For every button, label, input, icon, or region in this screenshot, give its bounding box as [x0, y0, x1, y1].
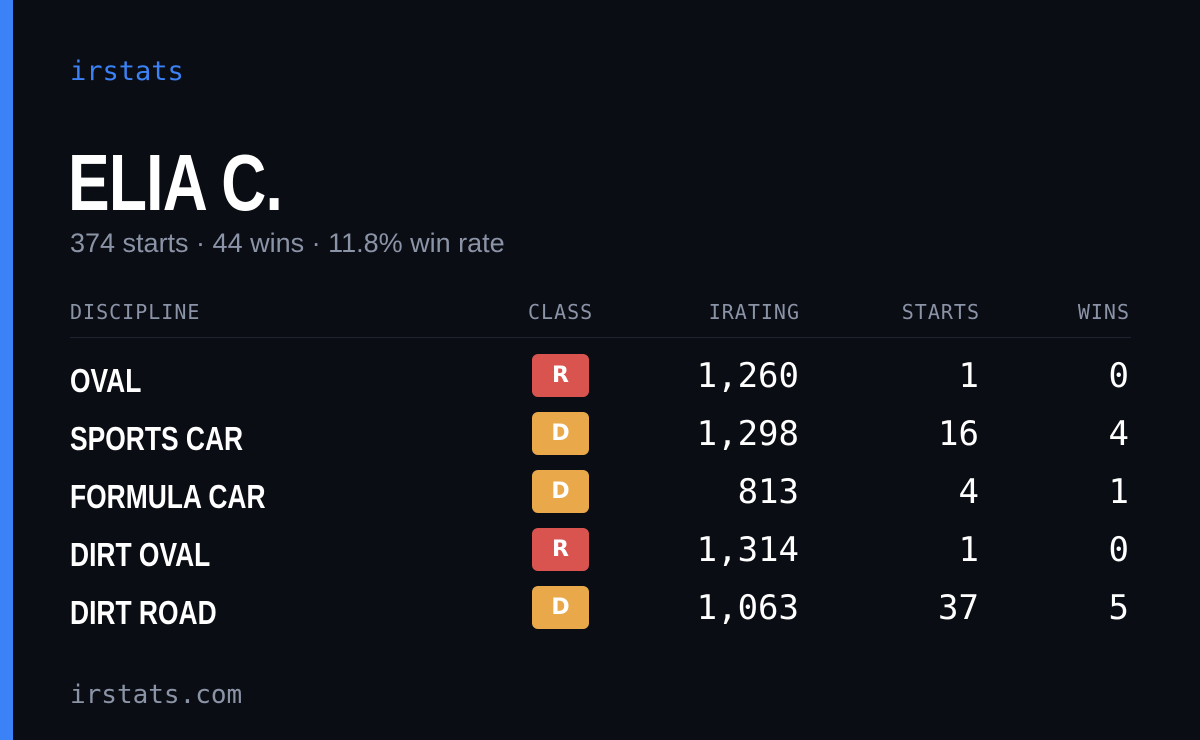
- table-row: OVAL R 1,260 1 0: [70, 354, 1131, 412]
- class-badge: R: [532, 354, 589, 397]
- starts-value: 1: [958, 530, 979, 570]
- class-badge: R: [532, 528, 589, 571]
- wins-value: 0: [1108, 356, 1129, 396]
- table-row: SPORTS CAR D 1,298 16 4: [70, 412, 1131, 470]
- irating-value: 1,063: [696, 588, 799, 628]
- discipline-name: OVAL: [70, 362, 142, 399]
- wins-value: 0: [1108, 530, 1129, 570]
- header-wins: WINS: [1077, 300, 1130, 324]
- discipline-name: DIRT ROAD: [70, 594, 217, 631]
- header-starts: STARTS: [901, 300, 980, 324]
- starts-value: 16: [938, 414, 979, 454]
- table-row: FORMULA CAR D 813 4 1: [70, 470, 1131, 528]
- starts-value: 37: [938, 588, 979, 628]
- starts-value: 1: [958, 356, 979, 396]
- discipline-name: FORMULA CAR: [70, 478, 266, 515]
- discipline-name: DIRT OVAL: [70, 536, 211, 573]
- header-class: CLASS: [528, 300, 594, 324]
- brand-logo: irstats: [70, 56, 184, 87]
- wins-value: 1: [1108, 472, 1129, 512]
- irating-value: 813: [737, 472, 799, 512]
- header-irating: IRATING: [708, 300, 800, 324]
- irating-value: 1,298: [696, 414, 799, 454]
- driver-name: ELIA C.: [68, 138, 283, 227]
- table-row: DIRT OVAL R 1,314 1 0: [70, 528, 1131, 586]
- table-row: DIRT ROAD D 1,063 37 5: [70, 586, 1131, 644]
- driver-summary: 374 starts · 44 wins · 11.8% win rate: [70, 228, 505, 258]
- class-badge: D: [532, 586, 589, 629]
- irating-value: 1,314: [696, 530, 799, 570]
- footer-url: irstats.com: [70, 680, 243, 710]
- starts-value: 4: [958, 472, 979, 512]
- wins-value: 4: [1108, 414, 1129, 454]
- class-badge: D: [532, 470, 589, 513]
- table-header: DISCIPLINE CLASS IRATING STARTS WINS: [70, 300, 1131, 338]
- wins-value: 5: [1108, 588, 1129, 628]
- header-discipline: DISCIPLINE: [70, 300, 201, 324]
- discipline-name: SPORTS CAR: [70, 420, 244, 457]
- irating-value: 1,260: [696, 356, 799, 396]
- accent-bar: [0, 0, 13, 740]
- class-badge: D: [532, 412, 589, 455]
